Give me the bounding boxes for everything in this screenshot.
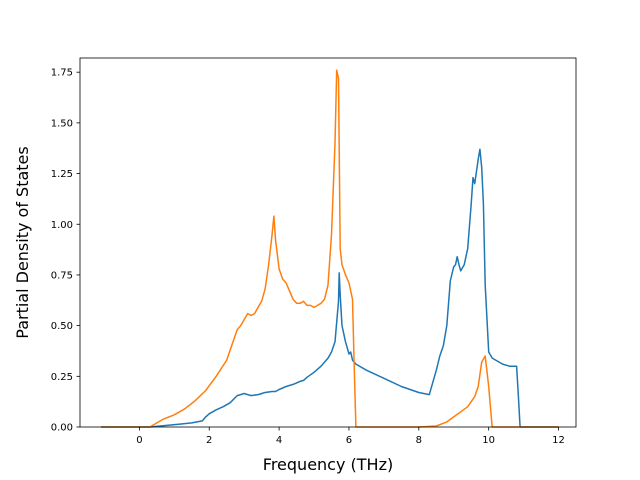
y-tick-label: 1.00 [51,220,73,231]
series-line-2 [101,69,559,428]
y-tick-label: 1.50 [51,118,73,129]
plot-area [101,69,559,428]
y-tick-label: 0.75 [51,270,73,281]
x-tick-label: 0 [136,435,142,446]
x-tick-label: 2 [206,435,212,446]
x-axis-label: Frequency (THz) [263,455,393,474]
x-tick-label: 12 [552,435,565,446]
x-tick-label: 10 [482,435,495,446]
series-line-1 [101,148,559,428]
y-tick-label: 1.25 [51,169,73,180]
y-tick-label: 0.50 [51,321,73,332]
axes-frame [79,57,577,428]
y-tick-label: 1.75 [51,68,73,79]
x-axis-ticks: 0 2 4 6 8 10 12 [136,427,565,446]
y-tick-label: 0.00 [51,423,73,434]
y-axis-label: Partial Density of States [13,146,32,338]
y-tick-label: 0.25 [51,372,73,383]
y-axis-ticks: 0.00 0.25 0.50 0.75 1.00 1.25 1.50 1.75 [51,68,80,434]
x-tick-label: 6 [346,435,352,446]
x-tick-label: 4 [276,435,282,446]
x-tick-label: 8 [416,435,422,446]
